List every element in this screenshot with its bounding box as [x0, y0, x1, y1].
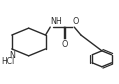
- Text: O: O: [61, 40, 68, 49]
- Text: N: N: [9, 51, 15, 60]
- Text: HCl: HCl: [2, 57, 15, 66]
- Text: NH: NH: [51, 17, 62, 26]
- Text: O: O: [73, 17, 79, 26]
